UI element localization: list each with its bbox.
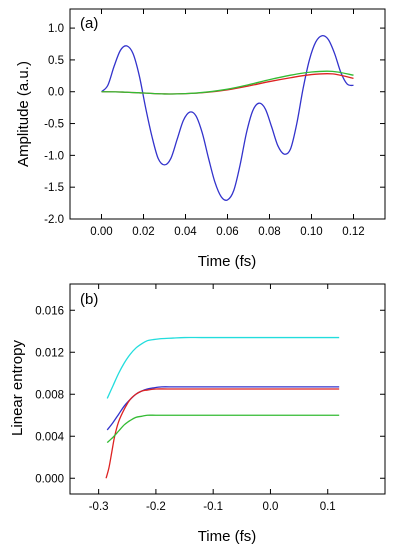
panel-b-x-tick-label: 0.1 (320, 501, 336, 513)
panel-a-chart: 0.00 0.02 0.04 0.06 0.08 0.10 0.12 -2.0 -1.5 -1.… (15, 8, 386, 270)
panel-b-x-tick-label: -0.3 (89, 501, 109, 513)
panel-a-y-tick-label: 0.0 (48, 87, 64, 99)
panel-b-x-tick-label: -0.1 (203, 501, 223, 513)
panel-b-chart: -0.3 -0.2 -0.1 0.0 0.1 0.0000.0040.0080.0120… (9, 283, 386, 545)
panel-a-x-tick-label: 0.08 (258, 226, 280, 238)
panel-a-y-axis-label: Amplitude (a.u.) (15, 61, 32, 167)
panel-b-series-line-1 (106, 336, 340, 399)
panel-a-y-axis: -2.0 -1.5 -1.0 -0.5 0.0 0.5 1.0 (44, 23, 385, 226)
panel-a-y-tick-label: 1.0 (48, 23, 64, 35)
panel-a-x-tick-label: 0.02 (132, 226, 154, 238)
panel-a-y-tick-label: -1.0 (44, 150, 64, 162)
panel-b-y-tick-label: 0.008 (35, 389, 64, 401)
panel-b-y-tick-label: 0.012 (35, 347, 64, 359)
panel-b-y-tick-label: 0.004 (35, 431, 64, 443)
panel-a-y-tick-label: -1.5 (44, 182, 64, 194)
panel-a-series-group (101, 35, 354, 201)
panel-a-series-line-1 (101, 35, 354, 201)
panel-b-x-tick-label: -0.2 (146, 501, 166, 513)
panel-a-series-line-3 (101, 70, 354, 95)
panel-b-y-tick-label: 0.000 (35, 473, 64, 485)
panel-b-x-axis: -0.3 -0.2 -0.1 0.0 0.1 (89, 284, 336, 513)
panel-a-label: (a) (80, 15, 98, 32)
panel-b-x-axis-label: Time (fs) (198, 528, 257, 545)
panel-a-plot-frame (69, 8, 386, 220)
panel-b-series-line-2 (106, 386, 340, 431)
panel-b-x-tick-label: 0.0 (262, 501, 278, 513)
panel-a-y-tick-label: -0.5 (44, 119, 64, 131)
panel-a-x-tick-label: 0.04 (174, 226, 197, 238)
panel-a-x-tick-label: 0.12 (342, 226, 364, 238)
panel-a-y-tick-label: 0.5 (48, 55, 64, 67)
panel-a-x-axis: 0.00 0.02 0.04 0.06 0.08 0.10 0.12 (90, 9, 365, 238)
panel-a-x-tick-label: 0.00 (90, 226, 112, 238)
panel-b-y-axis-label: Linear entropy (9, 340, 26, 436)
panel-b-series-line-3 (105, 388, 340, 479)
panel-b-y-tick-label: 0.016 (35, 305, 64, 317)
panel-b-label: (b) (80, 291, 98, 308)
panel-a-y-tick-label: -2.0 (44, 214, 64, 226)
panel-b-series-line-4 (106, 414, 340, 444)
panel-a-x-axis-label: Time (fs) (198, 253, 257, 270)
panel-a-x-tick-label: 0.06 (216, 226, 238, 238)
panel-a-x-tick-label: 0.10 (300, 226, 322, 238)
panel-b-plot-frame (69, 283, 386, 495)
panel-b-series-group (105, 336, 340, 479)
panel-b-y-axis: 0.000 0.004 0.008 0.012 0.016 (35, 305, 385, 485)
